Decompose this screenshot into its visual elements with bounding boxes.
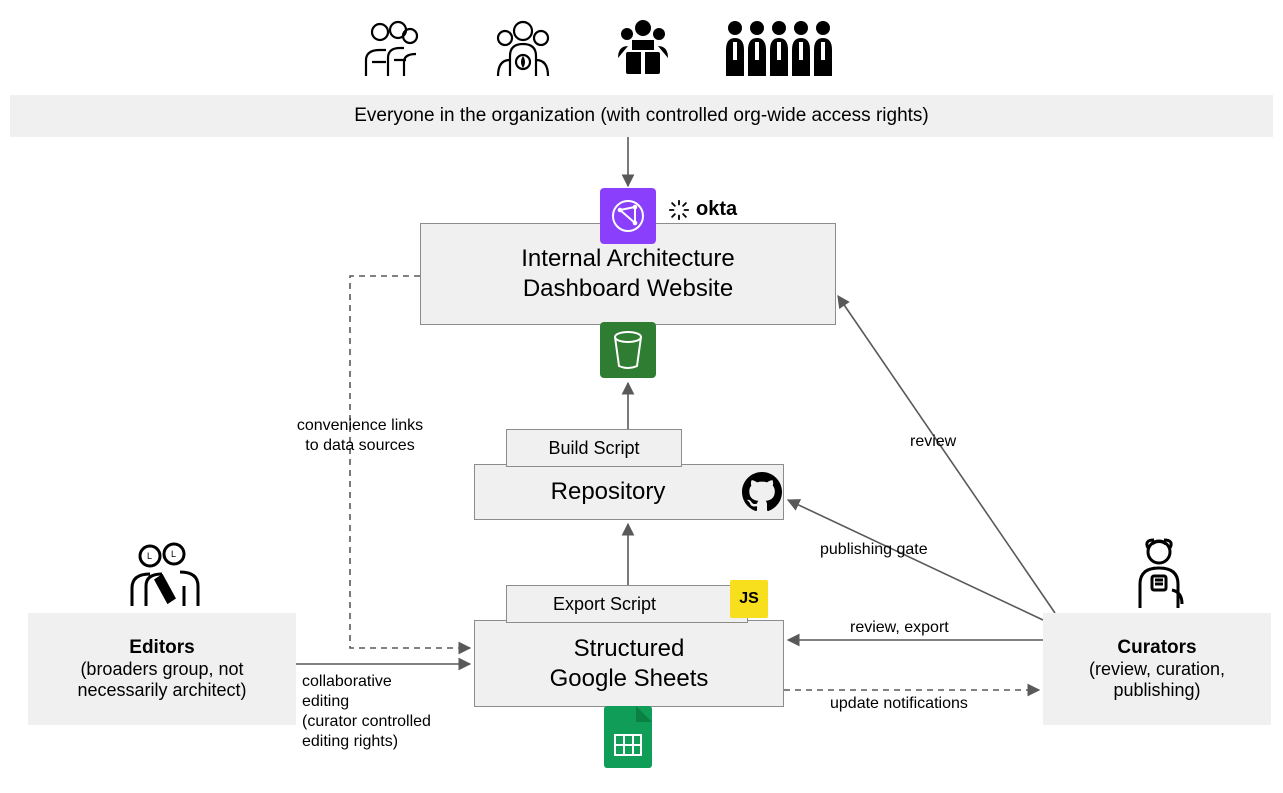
curators-subtitle-1: (review, curation, bbox=[1089, 659, 1225, 680]
edge-curators-to-repo bbox=[788, 500, 1043, 620]
curators-subtitle-2: publishing) bbox=[1113, 680, 1200, 701]
dashboard-title-line1: Internal Architecture bbox=[521, 244, 734, 274]
editors-node: Editors (broaders group, not necessarily… bbox=[28, 613, 296, 725]
sheets-title-line2: Google Sheets bbox=[550, 664, 709, 694]
editors-subtitle-2: necessarily architect) bbox=[77, 680, 246, 701]
editors-subtitle-1: (broaders group, not bbox=[80, 659, 243, 680]
build-script-label: Build Script bbox=[548, 438, 639, 459]
org-banner: Everyone in the organization (with contr… bbox=[10, 95, 1273, 137]
label-collaborative-editing: collaborative editing (curator controlle… bbox=[302, 672, 472, 752]
label-review-export: review, export bbox=[850, 618, 949, 638]
sheets-title-line1: Structured bbox=[574, 634, 685, 664]
svg-text:L: L bbox=[171, 549, 176, 559]
label-review: review bbox=[910, 432, 956, 452]
svg-text:L: L bbox=[147, 551, 152, 561]
edge-curators-to-dashboard bbox=[838, 296, 1055, 613]
okta-label: okta bbox=[668, 198, 737, 221]
export-script-label: Export Script bbox=[553, 594, 656, 615]
curators-title: Curators bbox=[1117, 637, 1196, 659]
build-script-node: Build Script bbox=[506, 429, 682, 467]
diagram-stage: Everyone in the organization (with contr… bbox=[0, 0, 1283, 793]
repository-node: Repository bbox=[474, 464, 784, 520]
export-script-node: Export Script bbox=[506, 585, 748, 623]
org-banner-text: Everyone in the organization (with contr… bbox=[354, 104, 929, 128]
s3-bucket-icon bbox=[600, 322, 656, 378]
editors-title: Editors bbox=[129, 637, 194, 659]
people-group-2-icon bbox=[488, 18, 558, 83]
label-update-notifications: update notifications bbox=[830, 694, 968, 714]
curators-node: Curators (review, curation, publishing) bbox=[1043, 613, 1271, 725]
js-icon: JS bbox=[730, 580, 768, 618]
dashboard-title-line2: Dashboard Website bbox=[523, 274, 733, 304]
label-publishing-gate: publishing gate bbox=[820, 540, 928, 560]
sheets-node: Structured Google Sheets bbox=[474, 620, 784, 707]
people-group-3-icon bbox=[608, 18, 678, 83]
editors-icon: L L bbox=[126, 540, 204, 613]
curators-icon bbox=[1128, 538, 1190, 615]
label-convenience-links: convenience links to data sources bbox=[285, 416, 435, 456]
edge-dashboard-to-sheets-links bbox=[350, 276, 470, 648]
people-group-1-icon bbox=[358, 18, 428, 83]
globe-icon bbox=[600, 188, 656, 244]
okta-text: okta bbox=[696, 198, 737, 221]
repository-label: Repository bbox=[551, 477, 708, 507]
people-group-4-icon bbox=[720, 18, 840, 83]
google-sheets-icon bbox=[604, 706, 652, 768]
okta-icon bbox=[668, 199, 690, 221]
github-icon bbox=[742, 472, 782, 517]
